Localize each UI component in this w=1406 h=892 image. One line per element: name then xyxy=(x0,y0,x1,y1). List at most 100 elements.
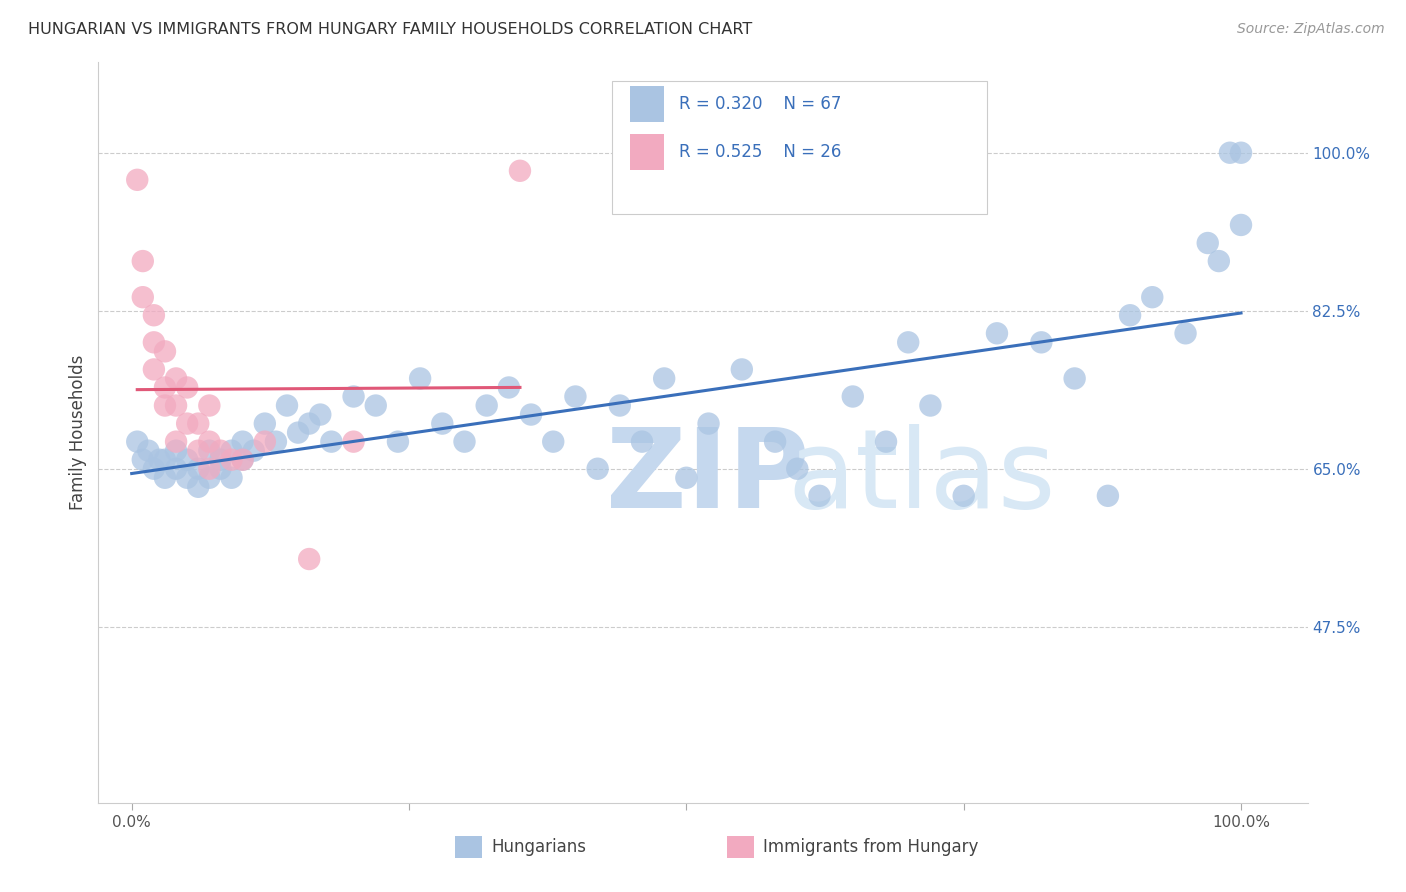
Point xyxy=(509,163,531,178)
Point xyxy=(387,434,409,449)
Bar xyxy=(727,836,754,858)
Point xyxy=(520,408,543,422)
Point xyxy=(298,552,321,566)
Point xyxy=(153,471,176,485)
Point xyxy=(242,443,264,458)
Point xyxy=(198,461,221,475)
Point xyxy=(176,417,198,431)
Point xyxy=(187,480,209,494)
Text: ZIP: ZIP xyxy=(606,424,810,531)
Point xyxy=(132,290,155,304)
Point xyxy=(1230,145,1253,160)
Point xyxy=(842,390,865,404)
Point xyxy=(498,380,520,394)
Point xyxy=(153,399,176,413)
Point xyxy=(276,399,298,413)
Point xyxy=(1219,145,1241,160)
Point xyxy=(808,489,831,503)
Point xyxy=(586,461,609,475)
Point xyxy=(364,399,387,413)
Y-axis label: Family Households: Family Households xyxy=(69,355,87,510)
Point xyxy=(609,399,631,413)
Point xyxy=(253,417,276,431)
Text: R = 0.525    N = 26: R = 0.525 N = 26 xyxy=(679,143,841,161)
Point xyxy=(1208,254,1230,268)
Point xyxy=(165,443,187,458)
Point xyxy=(986,326,1008,341)
Point xyxy=(187,461,209,475)
Point xyxy=(232,434,254,449)
Point xyxy=(232,452,254,467)
Point xyxy=(132,452,155,467)
Point xyxy=(198,443,221,458)
Point xyxy=(127,173,149,187)
Point xyxy=(897,335,920,350)
Text: HUNGARIAN VS IMMIGRANTS FROM HUNGARY FAMILY HOUSEHOLDS CORRELATION CHART: HUNGARIAN VS IMMIGRANTS FROM HUNGARY FAM… xyxy=(28,22,752,37)
Point xyxy=(342,434,364,449)
Point xyxy=(875,434,897,449)
Point xyxy=(148,452,170,467)
Point xyxy=(176,471,198,485)
Point xyxy=(1197,235,1219,250)
Point xyxy=(165,371,187,385)
Point xyxy=(187,443,209,458)
Point xyxy=(165,399,187,413)
Point xyxy=(209,461,232,475)
Bar xyxy=(456,836,482,858)
Point xyxy=(1142,290,1164,304)
Text: atlas: atlas xyxy=(787,424,1056,531)
Point xyxy=(176,452,198,467)
Point xyxy=(232,452,254,467)
Point xyxy=(127,434,149,449)
Point xyxy=(432,417,454,431)
Point xyxy=(1063,371,1085,385)
Point xyxy=(475,399,498,413)
Point xyxy=(198,471,221,485)
Point xyxy=(920,399,942,413)
Point xyxy=(221,443,243,458)
Point xyxy=(142,335,165,350)
Point xyxy=(153,344,176,359)
Point xyxy=(142,308,165,322)
Point xyxy=(1230,218,1253,232)
Point xyxy=(221,452,243,467)
Point xyxy=(209,452,232,467)
Point xyxy=(165,434,187,449)
Point xyxy=(321,434,343,449)
Point xyxy=(1119,308,1142,322)
Point xyxy=(142,461,165,475)
Point xyxy=(153,380,176,394)
Point xyxy=(187,417,209,431)
Point xyxy=(209,443,232,458)
Text: Source: ZipAtlas.com: Source: ZipAtlas.com xyxy=(1237,22,1385,37)
Point xyxy=(221,471,243,485)
Point xyxy=(786,461,808,475)
Point xyxy=(176,380,198,394)
Point xyxy=(153,452,176,467)
Point xyxy=(253,434,276,449)
Point xyxy=(541,434,564,449)
Point xyxy=(1174,326,1197,341)
Point xyxy=(142,362,165,376)
Point xyxy=(763,434,786,449)
Point xyxy=(298,417,321,431)
Point xyxy=(409,371,432,385)
Point xyxy=(564,390,586,404)
Point xyxy=(165,461,187,475)
Point xyxy=(731,362,754,376)
Text: Immigrants from Hungary: Immigrants from Hungary xyxy=(763,838,979,856)
Point xyxy=(287,425,309,440)
FancyBboxPatch shape xyxy=(613,81,987,214)
Point xyxy=(675,471,697,485)
Bar xyxy=(630,135,664,169)
Point xyxy=(652,371,675,385)
Point xyxy=(198,399,221,413)
Point xyxy=(198,434,221,449)
Point xyxy=(952,489,974,503)
Text: Hungarians: Hungarians xyxy=(492,838,586,856)
Point xyxy=(264,434,287,449)
Point xyxy=(631,434,654,449)
Bar xyxy=(630,87,664,121)
Point xyxy=(1031,335,1053,350)
Point xyxy=(453,434,475,449)
